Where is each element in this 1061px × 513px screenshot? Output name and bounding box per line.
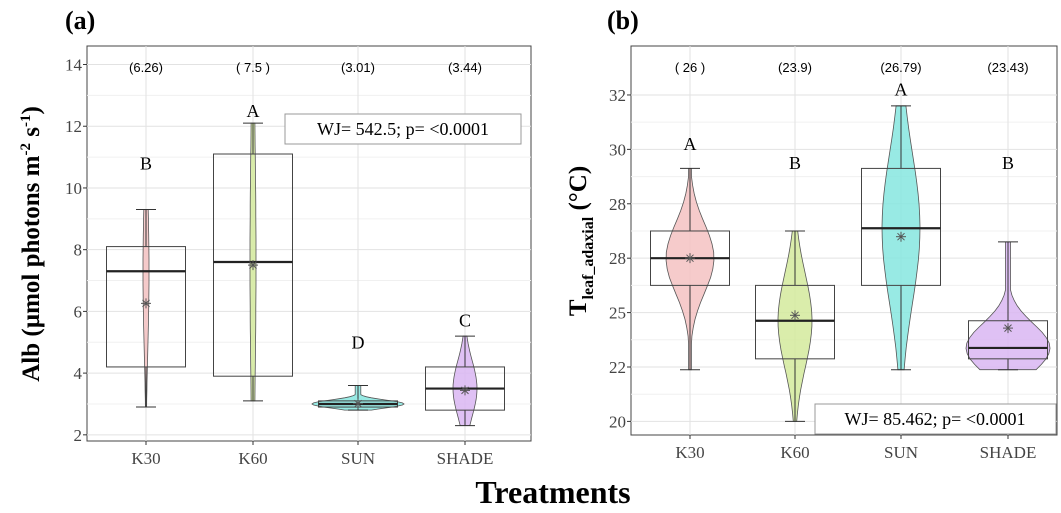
x-tick-label: SUN	[884, 443, 918, 462]
panel-a-x-axis: K30 K60 SUN SHADE	[131, 441, 493, 468]
y-tick-label: 30	[609, 140, 626, 159]
significance-letter: B	[140, 153, 152, 173]
mean-marker	[353, 398, 363, 409]
mean-marker-stroke	[249, 261, 257, 269]
mean-marker	[141, 298, 151, 309]
mean-marker-stroke	[354, 399, 362, 408]
x-tick-label: SHADE	[980, 443, 1037, 462]
y-tick-label: 14	[65, 56, 83, 75]
panel-b-annotation-box	[814, 403, 1057, 435]
y-tick-label: 28	[609, 249, 626, 268]
significance-letter: D	[352, 332, 365, 352]
mean-value-label: ( 7.5 )	[236, 60, 270, 75]
panel-b-means	[685, 231, 1013, 334]
y-tick-label: 25	[609, 304, 626, 323]
mean-value-label: (6.26)	[129, 60, 163, 75]
y-tick-label: 10	[65, 179, 82, 198]
y-tick-label: 4	[74, 364, 83, 383]
mean-marker	[460, 385, 470, 396]
panel-a-annotation-box	[284, 113, 522, 145]
panel-a: (a) 2 4 6 8 10 12 14 K30 K60 SUN SHADE B A D C (6.26…	[18, 6, 532, 468]
y-tick-label: 12	[65, 117, 82, 136]
significance-letter: B	[1002, 153, 1014, 173]
mean-value-label: (3.01)	[341, 60, 375, 75]
mean-value-label: (23.43)	[987, 60, 1028, 75]
x-tick-label: K60	[780, 443, 809, 462]
mean-marker-stroke	[142, 299, 150, 308]
x-tick-label: K30	[675, 443, 704, 462]
panel-b-y-label: Tleaf_adaxial (°C)	[565, 166, 597, 316]
mean-marker	[790, 310, 800, 321]
panel-a-y-label: Alb (µmol photons m-2 s-1)	[18, 106, 45, 382]
significance-letter: A	[684, 134, 697, 154]
mean-marker-stroke	[897, 232, 905, 241]
significance-letter: C	[459, 311, 471, 331]
mean-value-label: ( 26 )	[675, 60, 705, 75]
panel-b-annotation: WJ= 85.462; p= <0.0001	[845, 409, 1026, 429]
box-k60	[755, 284, 835, 360]
box-shade	[968, 320, 1048, 360]
mean-marker	[685, 253, 695, 264]
x-tick-label: K30	[131, 449, 160, 468]
box-k30	[106, 246, 186, 368]
panel-b-x-axis: K30 K60 SUN SHADE	[675, 435, 1036, 462]
mean-marker	[1003, 323, 1013, 334]
y-tick-label: 8	[74, 241, 83, 260]
mean-value-label: (23.9)	[778, 60, 812, 75]
panel-b-mean-labels: ( 26 ) (23.9) (26.79) (23.43)	[675, 60, 1029, 75]
panel-a-annotation: WJ= 542.5; p= <0.0001	[317, 119, 489, 139]
panel-a-mean-labels: (6.26) ( 7.5 ) (3.01) (3.44)	[129, 60, 482, 75]
panel-a-y-axis: 2 4 6 8 10 12 14	[65, 56, 87, 445]
mean-marker-stroke	[1004, 324, 1012, 332]
significance-letter: B	[789, 153, 801, 173]
y-tick-label: 2	[74, 426, 83, 445]
y-tick-label: 28	[609, 195, 626, 214]
panel-a-means	[141, 260, 470, 409]
panel-b-y-axis: 20 22 25 28 28 30 32	[609, 86, 631, 431]
y-tick-label: 6	[74, 302, 83, 321]
panel-a-label: (a)	[65, 6, 95, 35]
panel-b-label: (b)	[607, 6, 639, 35]
panel-b-boxes	[650, 105, 1048, 422]
mean-value-label: (26.79)	[880, 60, 921, 75]
y-tick-label: 20	[609, 412, 626, 431]
mean-marker	[896, 231, 906, 242]
x-axis-title: Treatments	[475, 474, 630, 510]
panel-a-letters: B A D C	[140, 101, 471, 352]
x-tick-label: SUN	[341, 449, 375, 468]
mean-marker-stroke	[686, 254, 694, 263]
box-k60	[213, 153, 293, 377]
x-tick-label: K60	[238, 449, 267, 468]
significance-letter: A	[895, 80, 908, 100]
mean-value-label: (3.44)	[448, 60, 482, 75]
mean-marker-stroke	[461, 386, 469, 395]
mean-marker	[248, 260, 258, 271]
box-sun	[861, 167, 941, 286]
significance-letter: A	[247, 101, 260, 121]
panel-b: (b) 20 22 25 28 28 30 32 K30 K60 SUN SHADE A B A B (…	[565, 6, 1058, 462]
y-tick-label: 32	[609, 86, 626, 105]
mean-marker-stroke	[791, 311, 799, 320]
y-tick-label: 22	[609, 358, 626, 377]
x-tick-label: SHADE	[437, 449, 494, 468]
panel-b-letters: A B A B	[684, 80, 1015, 173]
